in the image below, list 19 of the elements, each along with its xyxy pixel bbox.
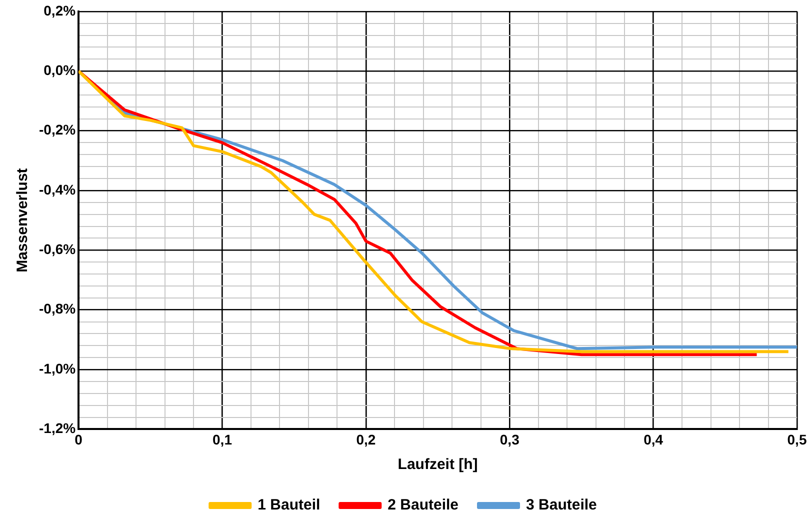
y-tick-label: -0,6% (38, 241, 76, 257)
x-tick-label: 0,4 (644, 431, 664, 448)
x-tick-label: 0,5 (787, 431, 807, 448)
x-tick-label: 0,3 (500, 431, 520, 448)
y-tick-label: -0,8% (38, 300, 76, 317)
x-tick-label: 0 (74, 431, 83, 448)
y-tick-label: -1,0% (38, 360, 76, 376)
y-tick-label: 0,2% (44, 2, 76, 18)
y-tick-label: -0,2% (38, 122, 76, 138)
x-tick-label: 0,1 (212, 431, 232, 448)
x-axis-title: Laufzeit [h] (398, 456, 478, 474)
legend-label: 2 Bauteile (388, 496, 459, 514)
x-tick-label: 0,2 (356, 431, 376, 448)
y-tick-label: -0,4% (38, 181, 76, 198)
y-axis-title: Massenverlust (14, 168, 32, 272)
legend-label: 1 Bauteil (258, 496, 320, 514)
y-tick-label: 0,0% (44, 62, 76, 78)
y-tick-label: -1,2% (38, 420, 76, 436)
legend-label: 3 Bauteile (526, 496, 597, 514)
